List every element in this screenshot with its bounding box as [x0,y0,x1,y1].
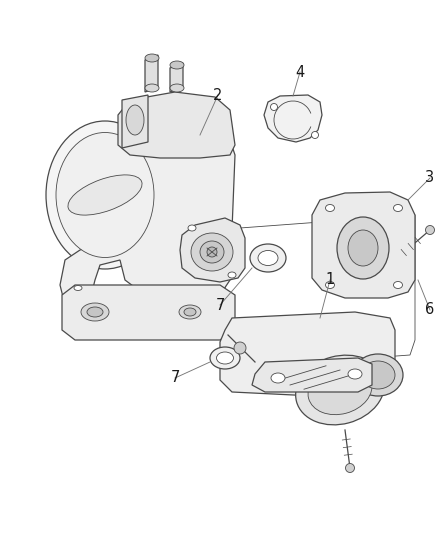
Ellipse shape [187,225,195,231]
Ellipse shape [345,464,354,472]
Ellipse shape [233,342,245,354]
Text: 7: 7 [215,297,224,312]
Polygon shape [263,95,321,142]
Ellipse shape [170,61,184,69]
Ellipse shape [311,132,318,139]
Ellipse shape [347,230,377,266]
Text: 6: 6 [424,303,434,318]
Ellipse shape [258,251,277,265]
Text: 3: 3 [424,171,434,185]
Ellipse shape [424,225,434,235]
Ellipse shape [249,244,285,272]
Polygon shape [145,55,158,92]
Ellipse shape [209,347,240,369]
Ellipse shape [325,281,334,288]
Text: 1: 1 [325,272,334,287]
Polygon shape [62,285,234,340]
Ellipse shape [184,308,195,316]
Ellipse shape [191,233,233,271]
Ellipse shape [347,369,361,379]
Ellipse shape [200,241,223,263]
Ellipse shape [295,355,384,425]
Ellipse shape [46,121,164,269]
Ellipse shape [216,352,233,364]
Ellipse shape [227,272,236,278]
Ellipse shape [145,84,159,92]
Ellipse shape [126,105,144,135]
Ellipse shape [68,175,142,215]
Polygon shape [219,312,394,398]
Ellipse shape [307,365,371,415]
Ellipse shape [145,54,159,62]
Polygon shape [118,92,234,158]
Text: 7: 7 [170,370,179,385]
Ellipse shape [392,281,402,288]
Polygon shape [170,63,183,92]
Ellipse shape [56,133,154,257]
Polygon shape [180,218,244,282]
Polygon shape [60,135,234,310]
Ellipse shape [392,205,402,212]
Ellipse shape [207,247,216,257]
Ellipse shape [352,354,402,396]
Ellipse shape [270,103,277,110]
Polygon shape [311,192,414,298]
Polygon shape [251,358,371,392]
Ellipse shape [170,84,184,92]
Text: 2: 2 [213,87,222,102]
Ellipse shape [81,303,109,321]
Ellipse shape [270,373,284,383]
Text: 4: 4 [295,64,304,79]
Ellipse shape [87,307,103,317]
Ellipse shape [179,305,201,319]
Ellipse shape [74,286,82,290]
Ellipse shape [360,361,394,389]
Polygon shape [122,95,148,148]
Ellipse shape [325,205,334,212]
Ellipse shape [336,217,388,279]
